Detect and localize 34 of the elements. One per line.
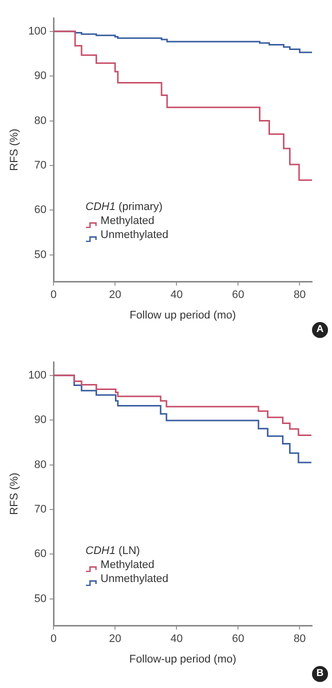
y-tick-label: 80 [34, 114, 47, 127]
x-tick-label: 0 [50, 633, 57, 646]
y-tick-label: 60 [34, 204, 47, 216]
x-tick-label: 40 [170, 289, 183, 302]
x-tick-label: 80 [294, 289, 306, 302]
x-axis-title: Follow up period (mo) [130, 309, 236, 322]
y-tick-label: 100 [28, 25, 47, 38]
legend-label: Unmethylated [100, 228, 168, 242]
legend-title: CDH1 (LN) [86, 544, 141, 558]
y-tick-label: 90 [34, 414, 47, 426]
legend-label: Unmethylated [100, 572, 168, 586]
x-axis-title: Follow-up period (mo) [129, 653, 236, 666]
y-tick-label: 50 [34, 248, 47, 261]
x-tick-label: 0 [50, 289, 57, 302]
y-axis-title: RFS (%) [8, 128, 21, 171]
x-tick-label: 80 [294, 633, 306, 646]
y-tick-label: 100 [28, 369, 47, 382]
text: B [312, 666, 328, 682]
legend-label: Methylated [100, 558, 154, 572]
text: A [312, 322, 328, 338]
y-tick-label: 60 [34, 548, 47, 560]
x-tick-label: 20 [108, 633, 122, 646]
legend-label: Methylated [100, 214, 154, 228]
y-tick-label: 50 [34, 592, 47, 605]
x-tick-label: 60 [232, 289, 244, 302]
x-tick-label: 60 [232, 633, 244, 646]
legend-title: CDH1 (primary) [86, 200, 164, 214]
y-axis-title: RFS (%) [8, 472, 21, 515]
x-tick-label: 20 [108, 289, 122, 302]
y-tick-label: 90 [34, 70, 47, 82]
y-tick-label: 70 [34, 159, 47, 172]
y-tick-label: 70 [34, 503, 47, 516]
x-tick-label: 40 [170, 633, 183, 646]
y-tick-label: 80 [34, 458, 47, 471]
